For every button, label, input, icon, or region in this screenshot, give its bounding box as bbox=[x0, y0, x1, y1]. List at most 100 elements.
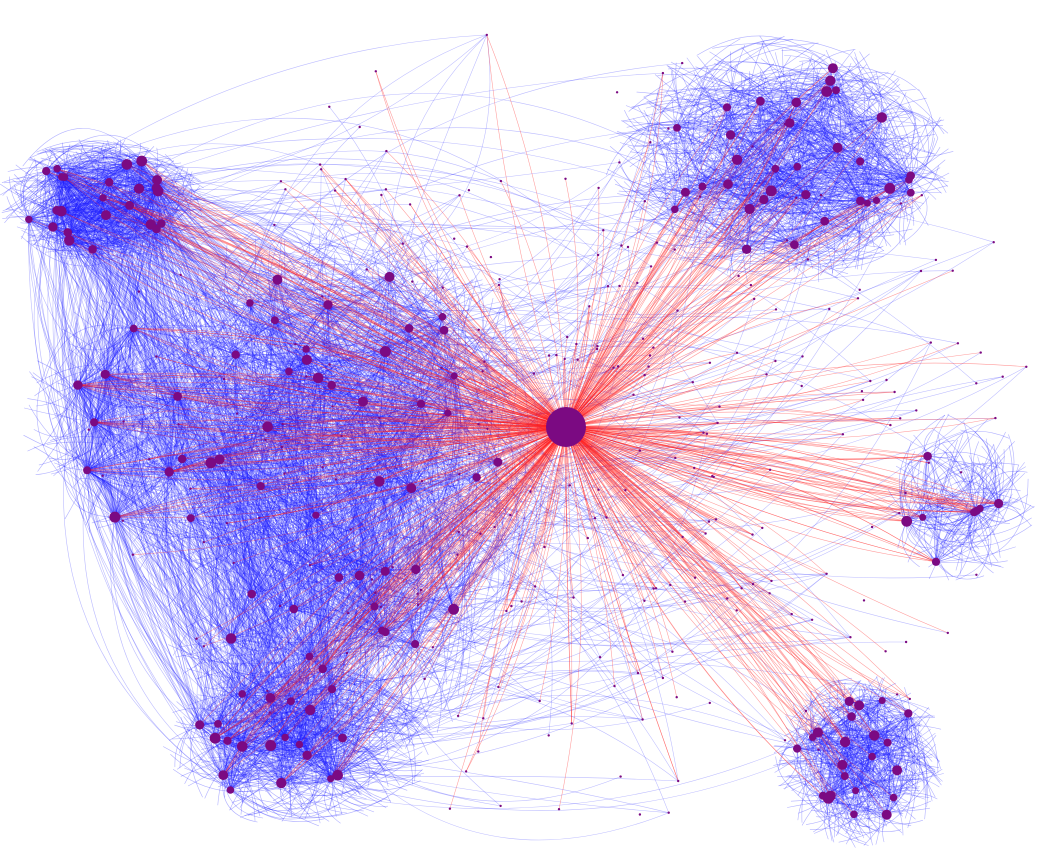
edge-internal bbox=[134, 160, 157, 252]
edge-internal bbox=[161, 185, 200, 224]
edge-internal bbox=[215, 384, 332, 517]
edge-internal bbox=[94, 152, 107, 216]
edge-internal bbox=[306, 377, 319, 556]
edge-internal bbox=[56, 167, 89, 195]
edge-internal bbox=[120, 326, 178, 397]
edge-internal bbox=[56, 175, 188, 211]
edge-internal bbox=[104, 374, 169, 507]
edge-internal bbox=[135, 418, 192, 519]
edge-internal bbox=[181, 406, 414, 493]
edge-internal bbox=[230, 331, 467, 639]
edge-internal bbox=[61, 181, 110, 222]
edge-internal bbox=[322, 415, 402, 670]
edge-internal bbox=[4, 180, 130, 206]
edge-internal bbox=[411, 442, 542, 489]
edge-internal bbox=[93, 376, 111, 423]
edge-internal bbox=[45, 170, 177, 223]
edge-internal bbox=[108, 181, 148, 241]
edge-internal bbox=[67, 199, 116, 233]
edge-internal bbox=[64, 176, 174, 213]
edge-internal bbox=[443, 329, 521, 572]
edge-internal bbox=[353, 415, 439, 576]
edge-internal bbox=[219, 459, 404, 742]
edge-internal bbox=[67, 202, 180, 233]
edge-internal bbox=[37, 374, 106, 472]
edge-internal bbox=[45, 241, 93, 257]
edge-internal bbox=[303, 304, 329, 762]
edge-internal bbox=[92, 203, 193, 250]
edge-internal bbox=[40, 179, 158, 189]
edge-internal bbox=[133, 328, 160, 515]
edge-internal bbox=[59, 374, 106, 440]
edge-internal bbox=[27, 164, 128, 237]
edge-internal bbox=[190, 392, 489, 529]
edge-internal bbox=[88, 468, 170, 520]
edge-internal bbox=[68, 194, 145, 243]
edge-internal bbox=[84, 309, 119, 423]
edge-internal bbox=[327, 304, 403, 328]
edge-internal bbox=[114, 361, 172, 518]
edge-internal bbox=[277, 401, 364, 482]
edge-internal bbox=[274, 282, 427, 321]
edge-internal bbox=[351, 525, 375, 607]
edge-internal bbox=[154, 396, 189, 494]
edge-internal bbox=[34, 368, 178, 397]
edge-internal bbox=[28, 194, 73, 220]
edge-internal bbox=[210, 462, 361, 592]
edge-internal bbox=[317, 377, 461, 588]
edge-internal bbox=[58, 205, 130, 247]
edge-internal bbox=[28, 158, 39, 220]
edge-internal bbox=[230, 638, 303, 721]
edge-internal bbox=[379, 481, 501, 520]
edge-internal bbox=[28, 177, 95, 220]
edge-internal bbox=[51, 387, 170, 473]
edge-internal bbox=[114, 366, 143, 518]
edge-internal bbox=[68, 153, 107, 216]
edge-internal bbox=[133, 416, 317, 516]
edge-internal bbox=[28, 176, 65, 242]
edge-internal bbox=[75, 384, 79, 481]
edge-internal bbox=[225, 304, 330, 576]
edge-internal bbox=[56, 168, 144, 217]
edge-internal bbox=[228, 575, 360, 656]
edge-internal bbox=[36, 360, 95, 423]
edge-internal bbox=[68, 164, 150, 241]
edge-internal bbox=[57, 168, 159, 204]
edge-internal bbox=[56, 191, 93, 250]
edge-internal bbox=[348, 329, 445, 438]
edge-internal bbox=[91, 422, 118, 480]
edge-internal bbox=[14, 190, 159, 211]
edge-internal bbox=[88, 465, 170, 518]
edge-internal bbox=[322, 585, 357, 670]
edge-internal bbox=[175, 374, 262, 487]
edge-internal bbox=[259, 276, 390, 379]
edge-internal bbox=[128, 331, 178, 397]
edge-internal bbox=[30, 217, 93, 250]
edge-internal bbox=[274, 319, 451, 466]
edge-internal bbox=[29, 157, 157, 230]
edge-internal bbox=[56, 168, 155, 187]
edge-internal bbox=[249, 302, 440, 758]
edge-internal bbox=[78, 139, 152, 225]
edge-internal bbox=[56, 168, 114, 206]
edge-internal bbox=[88, 183, 122, 250]
edge-internal bbox=[57, 171, 107, 216]
edge-internal bbox=[92, 374, 112, 474]
edge-internal bbox=[50, 147, 128, 165]
edge-internal bbox=[65, 146, 115, 233]
edge-internal bbox=[310, 210, 445, 331]
edge-internal bbox=[315, 479, 398, 516]
edge-internal bbox=[309, 447, 407, 657]
edge-internal bbox=[68, 151, 142, 162]
edge-internal bbox=[261, 384, 332, 672]
edge-internal bbox=[116, 396, 178, 482]
edge-internal bbox=[147, 356, 416, 645]
edge-internal bbox=[42, 145, 157, 230]
edge-internal bbox=[104, 374, 138, 511]
edge-internal bbox=[49, 149, 128, 170]
edge-internal bbox=[317, 377, 452, 723]
edge-internal bbox=[103, 318, 106, 375]
edge-internal bbox=[27, 398, 95, 423]
edge-internal bbox=[389, 276, 465, 557]
edge-internal bbox=[114, 488, 173, 519]
